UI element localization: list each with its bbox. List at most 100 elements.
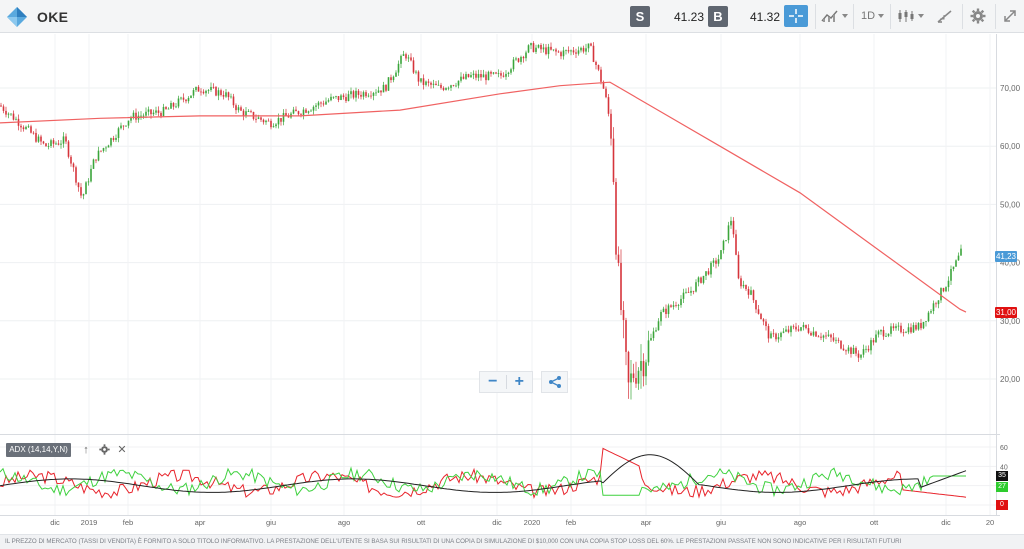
adx-minus-di-line (0, 447, 967, 500)
candle-body (275, 124, 277, 127)
fullscreen-button[interactable] (1003, 5, 1017, 27)
instrument-symbol: OKE (37, 9, 69, 25)
candle-body (70, 156, 72, 164)
candle-body (42, 141, 45, 144)
candle-body (2, 106, 5, 111)
candle-body (807, 328, 810, 333)
y-tick-label: 70,00 (1000, 84, 1021, 93)
candle-body (340, 95, 342, 101)
candle-body (722, 240, 725, 251)
candle-body (835, 339, 837, 341)
candle-body (642, 361, 645, 377)
sell-badge[interactable]: S (630, 6, 650, 27)
candle-body (132, 112, 135, 118)
candle-body (37, 136, 40, 142)
buy-badge[interactable]: B (708, 6, 728, 27)
instrument-logo-icon (7, 7, 27, 27)
candle-body (525, 52, 527, 59)
candle-body (945, 287, 947, 292)
candle-body (292, 109, 295, 114)
candle-body (800, 327, 802, 331)
candle-body (927, 312, 930, 322)
candle-body (570, 50, 572, 52)
candle-body (357, 90, 360, 95)
crosshair-button[interactable] (784, 5, 808, 27)
candle-body (880, 330, 882, 332)
adx-indicator-label[interactable]: ADX (14,14,Y,N) (6, 443, 71, 457)
y-tick-label: 50,00 (1000, 200, 1021, 209)
move-up-icon[interactable]: ↑ (83, 444, 89, 456)
candle-body (475, 73, 477, 78)
candle-body (817, 336, 820, 338)
candle-body (505, 73, 507, 77)
candle-body (922, 321, 925, 329)
candle-body (130, 117, 132, 121)
candle-body (692, 290, 695, 292)
candle-body (50, 140, 52, 146)
candle-body (230, 96, 232, 98)
candle-body (882, 330, 885, 337)
candle-body (225, 92, 227, 97)
candle-body (185, 99, 187, 102)
candle-body (865, 348, 867, 350)
candle-body (277, 118, 280, 125)
candle-body (900, 325, 902, 333)
candle-style-button[interactable] (897, 5, 924, 27)
draw-tools-button[interactable] (936, 5, 954, 27)
y-tick-label: 60,00 (1000, 142, 1021, 151)
candle-body (930, 311, 932, 313)
settings-button[interactable] (970, 5, 986, 27)
candle-body (675, 305, 677, 306)
candle-body (347, 94, 350, 102)
share-button[interactable] (541, 371, 568, 393)
sell-price[interactable]: 41.23 (674, 10, 705, 24)
candle-body (155, 110, 157, 113)
candle-body (202, 91, 205, 94)
candle-body (605, 88, 607, 98)
candle-body (907, 327, 910, 333)
price-chart[interactable]: 70,00 60,00 50,00 40,00 30,00 20,00 60 40 200 d… (0, 34, 1024, 534)
candle-body (365, 92, 367, 97)
candle-body (372, 93, 375, 96)
candle-body (732, 220, 735, 235)
candle-body (25, 126, 27, 130)
candle-body (667, 305, 670, 315)
chart-type-icon (821, 10, 838, 22)
candle-body (45, 143, 47, 147)
candle-body (55, 143, 57, 145)
buy-price[interactable]: 41.32 (750, 10, 781, 24)
candle-body (125, 125, 127, 127)
candle-body (627, 351, 630, 383)
candle-body (702, 275, 705, 283)
candle-body (552, 49, 555, 51)
candle-body (755, 300, 757, 310)
x-tick-label: apr (195, 518, 206, 527)
candle-body (502, 75, 505, 77)
candle-body (150, 109, 152, 115)
candle-body (802, 324, 805, 328)
draw-icon (937, 10, 952, 23)
chart-type-button[interactable] (821, 5, 848, 27)
candle-body (662, 308, 665, 313)
close-indicator-icon[interactable]: ✕ (117, 444, 127, 456)
adx-y-tick-label: 60 (1000, 445, 1008, 452)
zoom-out-button[interactable]: − (488, 373, 498, 390)
candle-body (592, 45, 595, 62)
indicator-settings-button[interactable] (98, 444, 110, 456)
zoom-in-button[interactable]: + (514, 373, 524, 390)
candle-body (85, 182, 87, 195)
candle-body (857, 353, 860, 358)
candle-body (695, 282, 697, 292)
candle-body (52, 140, 55, 144)
candle-body (442, 87, 445, 90)
candle-body (47, 145, 50, 147)
candle-body (565, 50, 567, 51)
candle-body (32, 132, 35, 134)
candle-body (447, 87, 450, 89)
y-tick-label: 20,00 (1000, 375, 1021, 384)
timeframe-value: 1D (861, 10, 876, 22)
timeframe-select[interactable]: 1D (861, 5, 885, 27)
candle-body (210, 86, 212, 91)
candle-body (462, 76, 465, 79)
candle-body (197, 86, 200, 92)
